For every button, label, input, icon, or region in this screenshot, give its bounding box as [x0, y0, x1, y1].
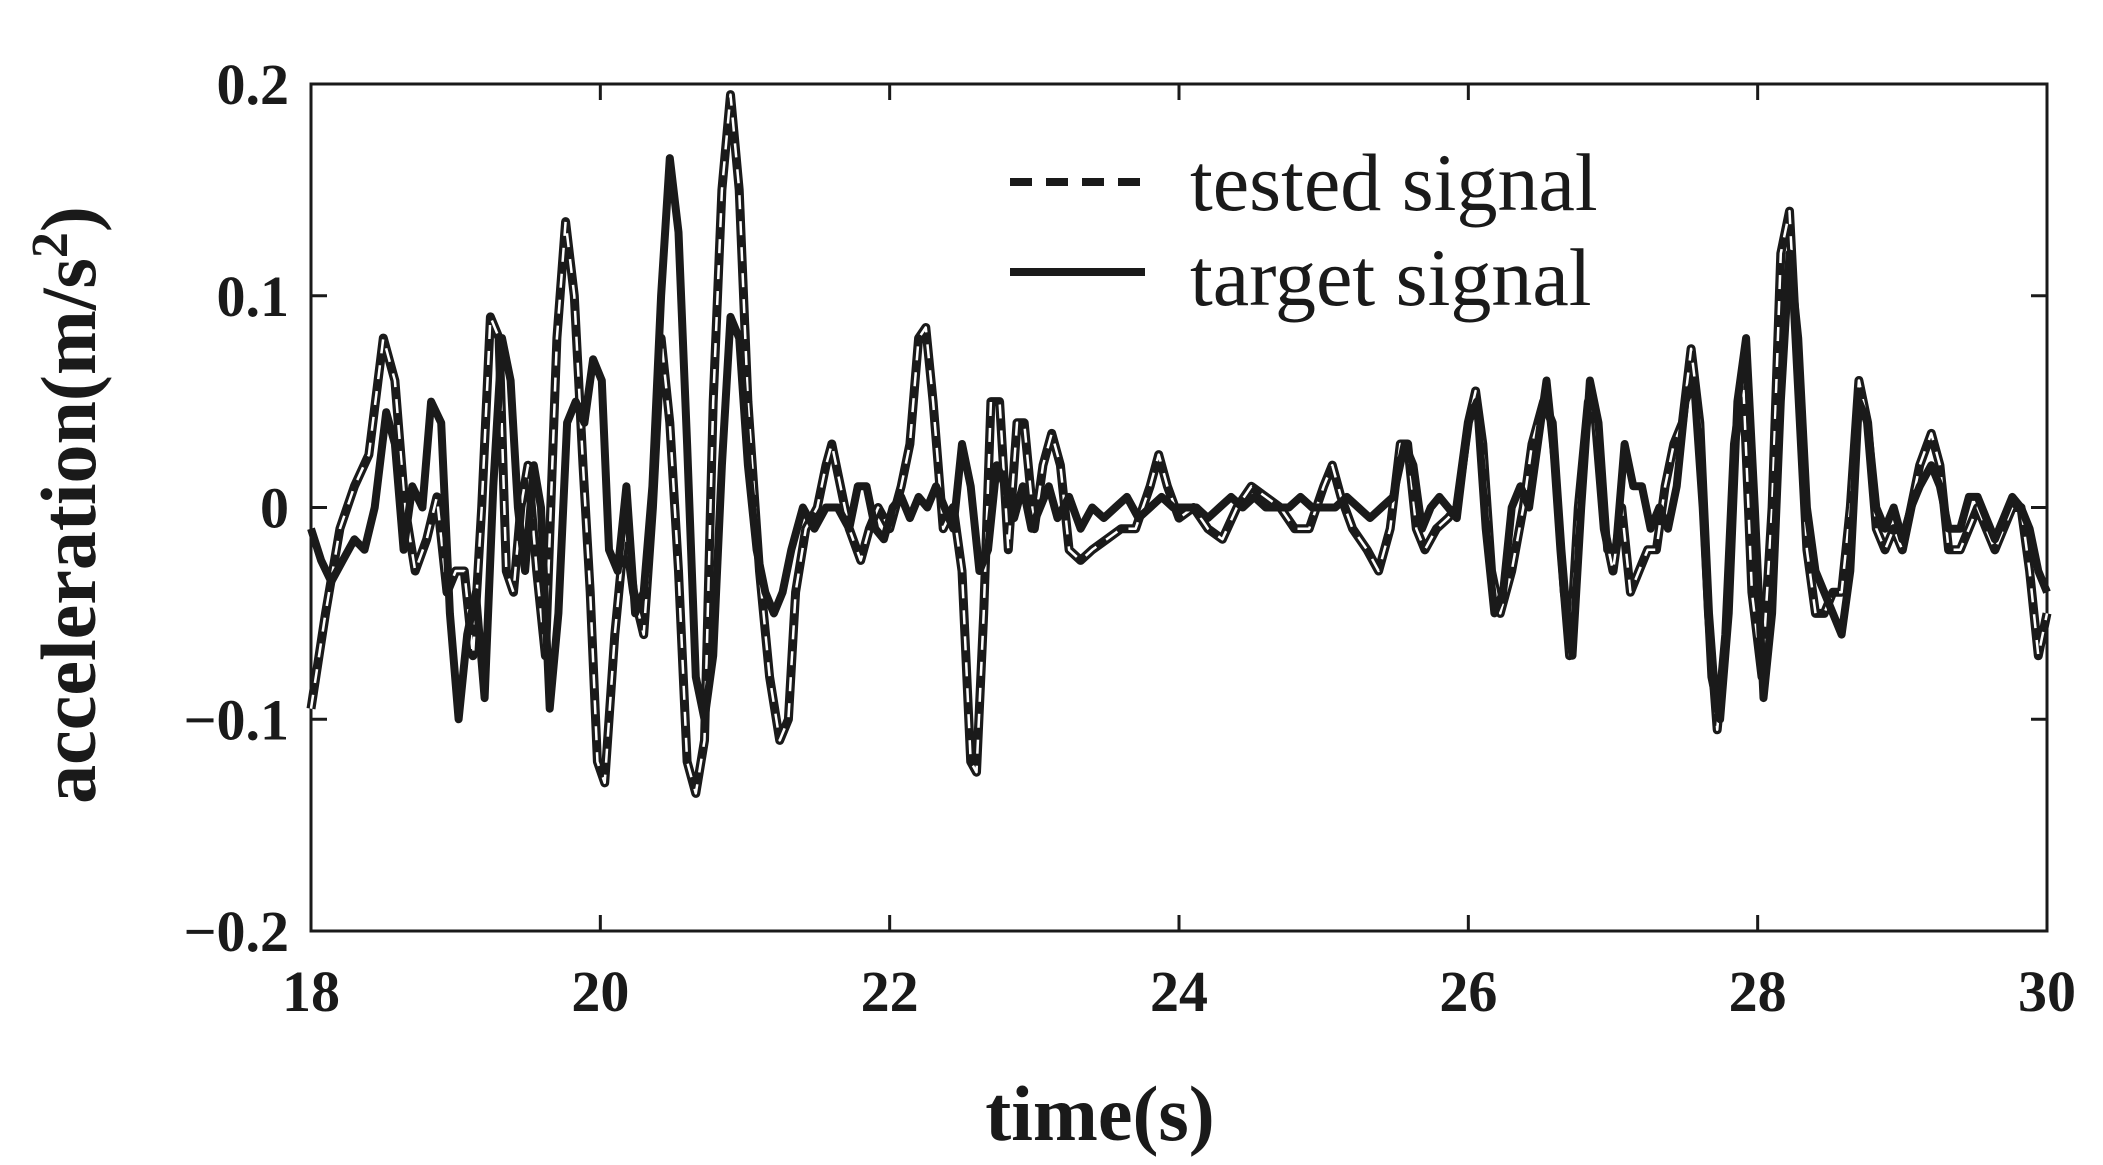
x-tick-label: 28: [1729, 959, 1787, 1024]
y-axis-title-main: acceleration(m/s: [25, 258, 112, 804]
x-tick-label: 24: [1150, 959, 1208, 1024]
y-axis-ticks: −0.2 −0.1 0 0.1 0.2: [183, 52, 2047, 964]
series-line-tested-signal: [306, 90, 2052, 798]
legend-label-target-signal: target signal: [1190, 232, 1592, 323]
y-tick-label: 0.1: [217, 264, 290, 329]
y-tick-label: −0.2: [183, 899, 289, 964]
series-layer: [306, 90, 2052, 798]
x-tick-label: 30: [2018, 959, 2076, 1024]
legend: tested signal target signal: [1010, 137, 1598, 323]
y-axis-title: acceleration(m/s2): [22, 206, 112, 804]
y-axis-title-superscript: 2: [22, 232, 79, 258]
x-axis-ticks: 18 20 22 24 26 28 30: [282, 84, 2076, 1024]
x-tick-label: 20: [571, 959, 629, 1024]
y-tick-label: −0.1: [183, 687, 289, 752]
y-axis-title-close: ): [25, 206, 112, 232]
x-axis-title: time(s): [985, 1070, 1215, 1157]
x-tick-label: 26: [1439, 959, 1497, 1024]
legend-label-tested-signal: tested signal: [1190, 137, 1598, 228]
x-tick-label: 22: [861, 959, 919, 1024]
y-tick-label: 0: [260, 476, 289, 541]
y-tick-label: 0.2: [217, 52, 290, 117]
x-tick-label: 18: [282, 959, 340, 1024]
series-line-target-signal: [307, 154, 2051, 724]
series-dash-pattern-tested-signal: [309, 93, 2049, 795]
